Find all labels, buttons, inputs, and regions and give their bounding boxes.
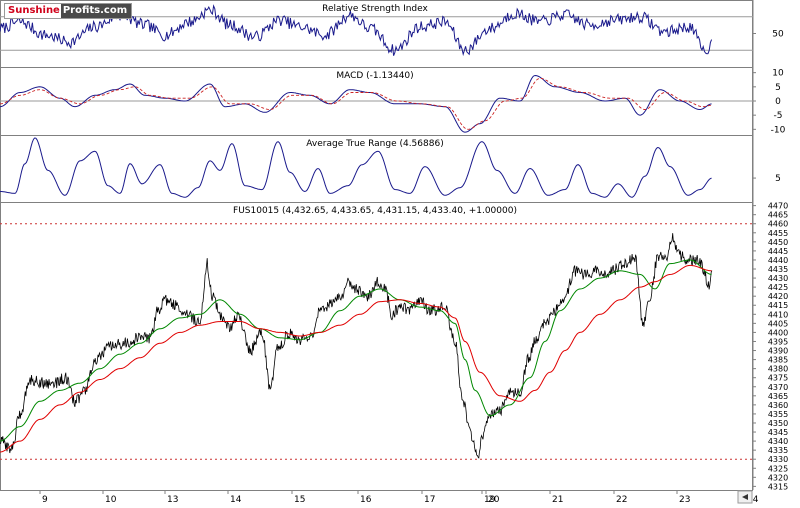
y-tick-label-1-0: 10 [772,69,784,79]
y-tick-label-3-28: 4330 [768,455,788,464]
panel-title-1: MACD (-1.13440) [336,71,413,81]
sunshine-profits-logo[interactable]: Sunshine Profits.com [4,3,133,19]
y-tick-label-3-6: 4440 [768,256,788,265]
y-tick-label-3-10: 4420 [768,292,788,301]
logo-text-part1: Sunshine [8,5,60,16]
panel-title-2: Average True Range (4.56886) [306,139,443,149]
y-tick-label-2-0: 5 [775,174,781,184]
y-tick-label-1-2: 0 [775,97,781,107]
x-tick-label-12: 24 [747,495,759,504]
y-tick-label-3-9: 4425 [768,283,788,292]
series-line-3-2 [0,264,712,453]
y-tick-label-3-14: 4400 [768,328,788,337]
y-tick-label-3-19: 4375 [768,374,788,383]
y-tick-label-3-7: 4435 [768,265,788,274]
x-tick-label-3: 14 [230,495,242,504]
y-tick-label-3-16: 4390 [768,347,788,356]
x-tick-label-9: 21 [552,495,563,504]
y-tick-label-3-11: 4415 [768,301,788,310]
y-tick-label-3-31: 4315 [768,482,788,491]
x-tick-label-4: 15 [294,495,305,504]
y-tick-label-3-3: 4455 [768,229,788,238]
series-line-3-1 [0,259,712,442]
series-line-2-0 [0,137,712,198]
x-tick-label-0: 9 [42,495,48,504]
y-tick-label-1-3: -5 [774,111,783,121]
y-tick-label-3-4: 4450 [768,238,788,247]
x-tick-label-11: 23 [679,495,690,504]
scroll-left-arrow-icon [742,494,748,500]
y-tick-label-3-18: 4380 [768,365,788,374]
y-tick-label-3-0: 4470 [768,202,788,211]
x-tick-label-8: 20 [488,495,500,504]
y-tick-label-3-17: 4385 [768,356,788,365]
series-line-1-1 [0,77,712,130]
y-tick-label-3-27: 4335 [768,446,788,455]
series-line-3-0 [0,233,713,459]
y-tick-label-0-0: 50 [772,30,784,40]
y-tick-label-3-26: 4340 [768,437,788,446]
y-tick-label-1-1: 5 [775,83,781,93]
y-tick-label-3-20: 4370 [768,383,788,392]
x-tick-label-7: 19 [484,495,496,504]
y-tick-label-3-21: 4365 [768,392,788,401]
y-tick-label-3-13: 4405 [768,319,788,328]
y-tick-label-3-23: 4355 [768,410,788,419]
y-tick-label-3-30: 4320 [768,473,788,482]
panel-title-3: FUS10015 (4,432.65, 4,433.65, 4,431.15, … [233,206,517,216]
y-tick-label-3-5: 4445 [768,247,788,256]
x-tick-label-6: 17 [424,495,435,504]
y-tick-label-3-25: 4345 [768,428,788,437]
y-tick-label-3-15: 4395 [768,337,788,346]
logo-text-part2: Profits.com [60,4,132,18]
y-tick-label-3-22: 4360 [768,401,788,410]
panel-title-0: Relative Strength Index [322,4,428,14]
x-tick-label-5: 16 [360,495,372,504]
y-tick-label-3-29: 4325 [768,464,788,473]
y-tick-label-1-4: -10 [771,125,786,135]
series-line-1-0 [0,74,712,133]
x-tick-label-1: 10 [105,495,117,504]
y-tick-label-3-12: 4410 [768,310,788,319]
y-tick-label-3-1: 4465 [768,211,788,220]
y-tick-label-3-8: 4430 [768,274,788,283]
x-tick-label-10: 22 [616,495,627,504]
y-tick-label-3-24: 4350 [768,419,788,428]
y-tick-label-3-2: 4460 [768,220,788,229]
x-tick-label-2: 13 [167,495,178,504]
